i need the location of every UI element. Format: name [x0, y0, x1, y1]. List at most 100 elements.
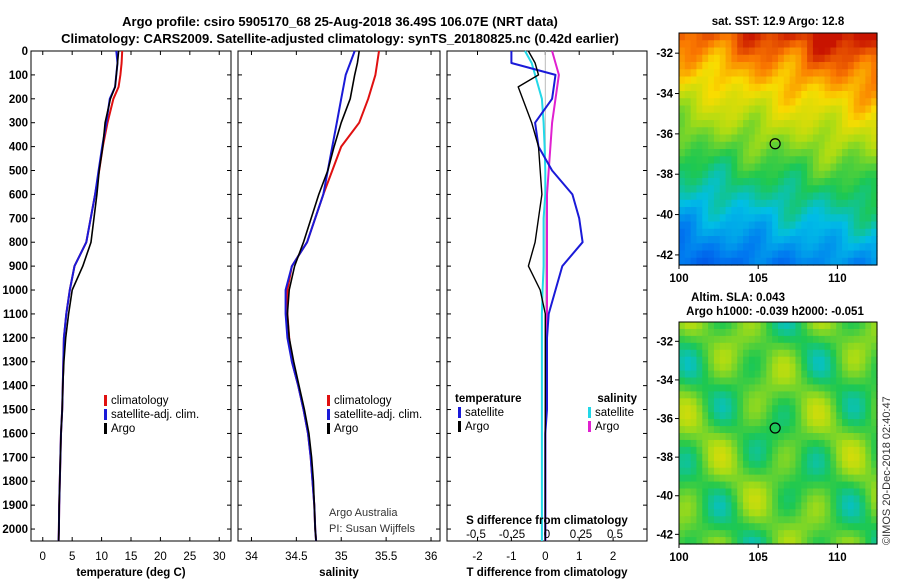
- sla_map-cell: [772, 439, 779, 448]
- sst_map-cell: [847, 127, 855, 136]
- depth-tick-label: 300: [9, 118, 28, 130]
- sst_map-cell: [812, 228, 820, 237]
- sla_map-cell: [748, 446, 756, 455]
- depth-tick-label: 2000: [2, 524, 28, 536]
- sla_map-cell: [696, 474, 703, 483]
- sla_map-cell: [760, 446, 767, 455]
- diff-legend-s-argo-swatch: [588, 421, 591, 432]
- sla_map-cell: [818, 391, 826, 399]
- sst_map-cell: [865, 127, 872, 136]
- sla_map-cell: [679, 412, 686, 420]
- sla_map-cell: [842, 419, 849, 427]
- sst_map-cell: [859, 192, 866, 201]
- sla_map-cell: [818, 460, 826, 469]
- sla_map-cell: [719, 530, 727, 538]
- sla_map-cell: [760, 474, 767, 483]
- sla_map-cell: [772, 398, 779, 406]
- sla_map-cell: [842, 516, 849, 524]
- sla_map-cell: [731, 530, 738, 538]
- sla_map-cell: [760, 349, 767, 358]
- sst_map-cell: [818, 214, 826, 223]
- sla_map-cell: [737, 481, 744, 490]
- sla_map-cell: [766, 453, 773, 462]
- sla_map-cell: [690, 335, 698, 344]
- sla_map-cell: [853, 342, 861, 351]
- sst_map-cell: [772, 199, 779, 208]
- sla_map-cell: [713, 460, 721, 469]
- sla_map-cell: [696, 530, 703, 538]
- sla_map-cell: [713, 446, 721, 455]
- sst_map-cell: [795, 250, 802, 259]
- sla_map-cell: [766, 377, 773, 386]
- sst_map-cell: [824, 54, 832, 63]
- sla_map-cell: [772, 363, 779, 372]
- sla_map-cell: [748, 328, 756, 337]
- sst_map-cell: [847, 69, 855, 78]
- sst_map-cell: [795, 47, 802, 56]
- sst_map-cell: [737, 257, 744, 266]
- sst_map-cell: [702, 163, 709, 172]
- sst_map-cell: [830, 120, 837, 128]
- sst_map-cell: [743, 105, 750, 114]
- sst_map-cell: [830, 257, 837, 266]
- sla_map-cell: [684, 419, 692, 427]
- sst_map-cell: [713, 98, 721, 107]
- sst_map-cell: [772, 257, 779, 266]
- sla_map-cell: [708, 405, 715, 413]
- sst_map-cell: [783, 214, 791, 223]
- sla_map-cell: [807, 453, 814, 462]
- sst_map-cell: [731, 83, 738, 92]
- sla_map-cell: [778, 495, 785, 503]
- sst_map-cell: [824, 69, 832, 78]
- sla_map-cell: [737, 328, 744, 337]
- sla_map-cell: [853, 453, 861, 462]
- sst_map-cell: [702, 185, 709, 194]
- sla_map-cell: [853, 328, 861, 337]
- sla_map-cell: [684, 516, 692, 524]
- sst_map-cell: [679, 207, 686, 215]
- sla_map-cell: [865, 328, 872, 337]
- sst_map-cell: [684, 236, 692, 244]
- sla_map-cell: [731, 509, 738, 517]
- sla_map-cell: [783, 405, 791, 413]
- sst_map-cell: [871, 120, 878, 128]
- sla_map-cell: [684, 474, 692, 483]
- sst_map-cell: [783, 250, 791, 259]
- sla_map-cell: [713, 384, 721, 392]
- sst_map-cell: [696, 228, 703, 237]
- sla_map-cell: [702, 509, 709, 517]
- sst_map-cell: [853, 170, 861, 179]
- sla_map-cell: [708, 433, 715, 441]
- sla_map-cell: [679, 537, 686, 545]
- sla_map-cell: [853, 523, 861, 531]
- sla_map-cell: [847, 426, 855, 434]
- sst_map-cell: [818, 47, 826, 56]
- sla_map-cell: [801, 356, 808, 365]
- sla_map-cell: [772, 328, 779, 337]
- sst_map-cell: [836, 185, 843, 194]
- sst_map-cell: [789, 149, 797, 157]
- sla_map-cell: [737, 342, 744, 351]
- sla_map-cell: [725, 412, 733, 420]
- sst_map-cell: [836, 134, 843, 143]
- sla_map-cell: [801, 509, 808, 517]
- sla_map-cell: [865, 356, 872, 365]
- sla_map-cell: [795, 433, 802, 441]
- sla_map-cell: [766, 412, 773, 420]
- sla_map-cell: [743, 530, 750, 538]
- sla_map-cell: [847, 516, 855, 524]
- sla_map-cell: [830, 537, 837, 545]
- sst_map-cell: [847, 156, 855, 165]
- sla_map-cell: [731, 412, 738, 420]
- salinity-xtick-label: 35: [335, 551, 348, 563]
- sla_map-cell: [766, 433, 773, 441]
- sst_map-cell: [859, 62, 866, 70]
- sst_map-cell: [778, 221, 785, 230]
- sla_map-cell: [679, 335, 686, 344]
- sst_map-cell: [789, 112, 797, 121]
- sla_map-cell: [847, 384, 855, 392]
- sla_map-cell: [690, 439, 698, 448]
- sla_map-cell: [725, 474, 733, 483]
- sst_map-cell: [679, 134, 686, 143]
- salinity-xtick-label: 36: [425, 551, 438, 563]
